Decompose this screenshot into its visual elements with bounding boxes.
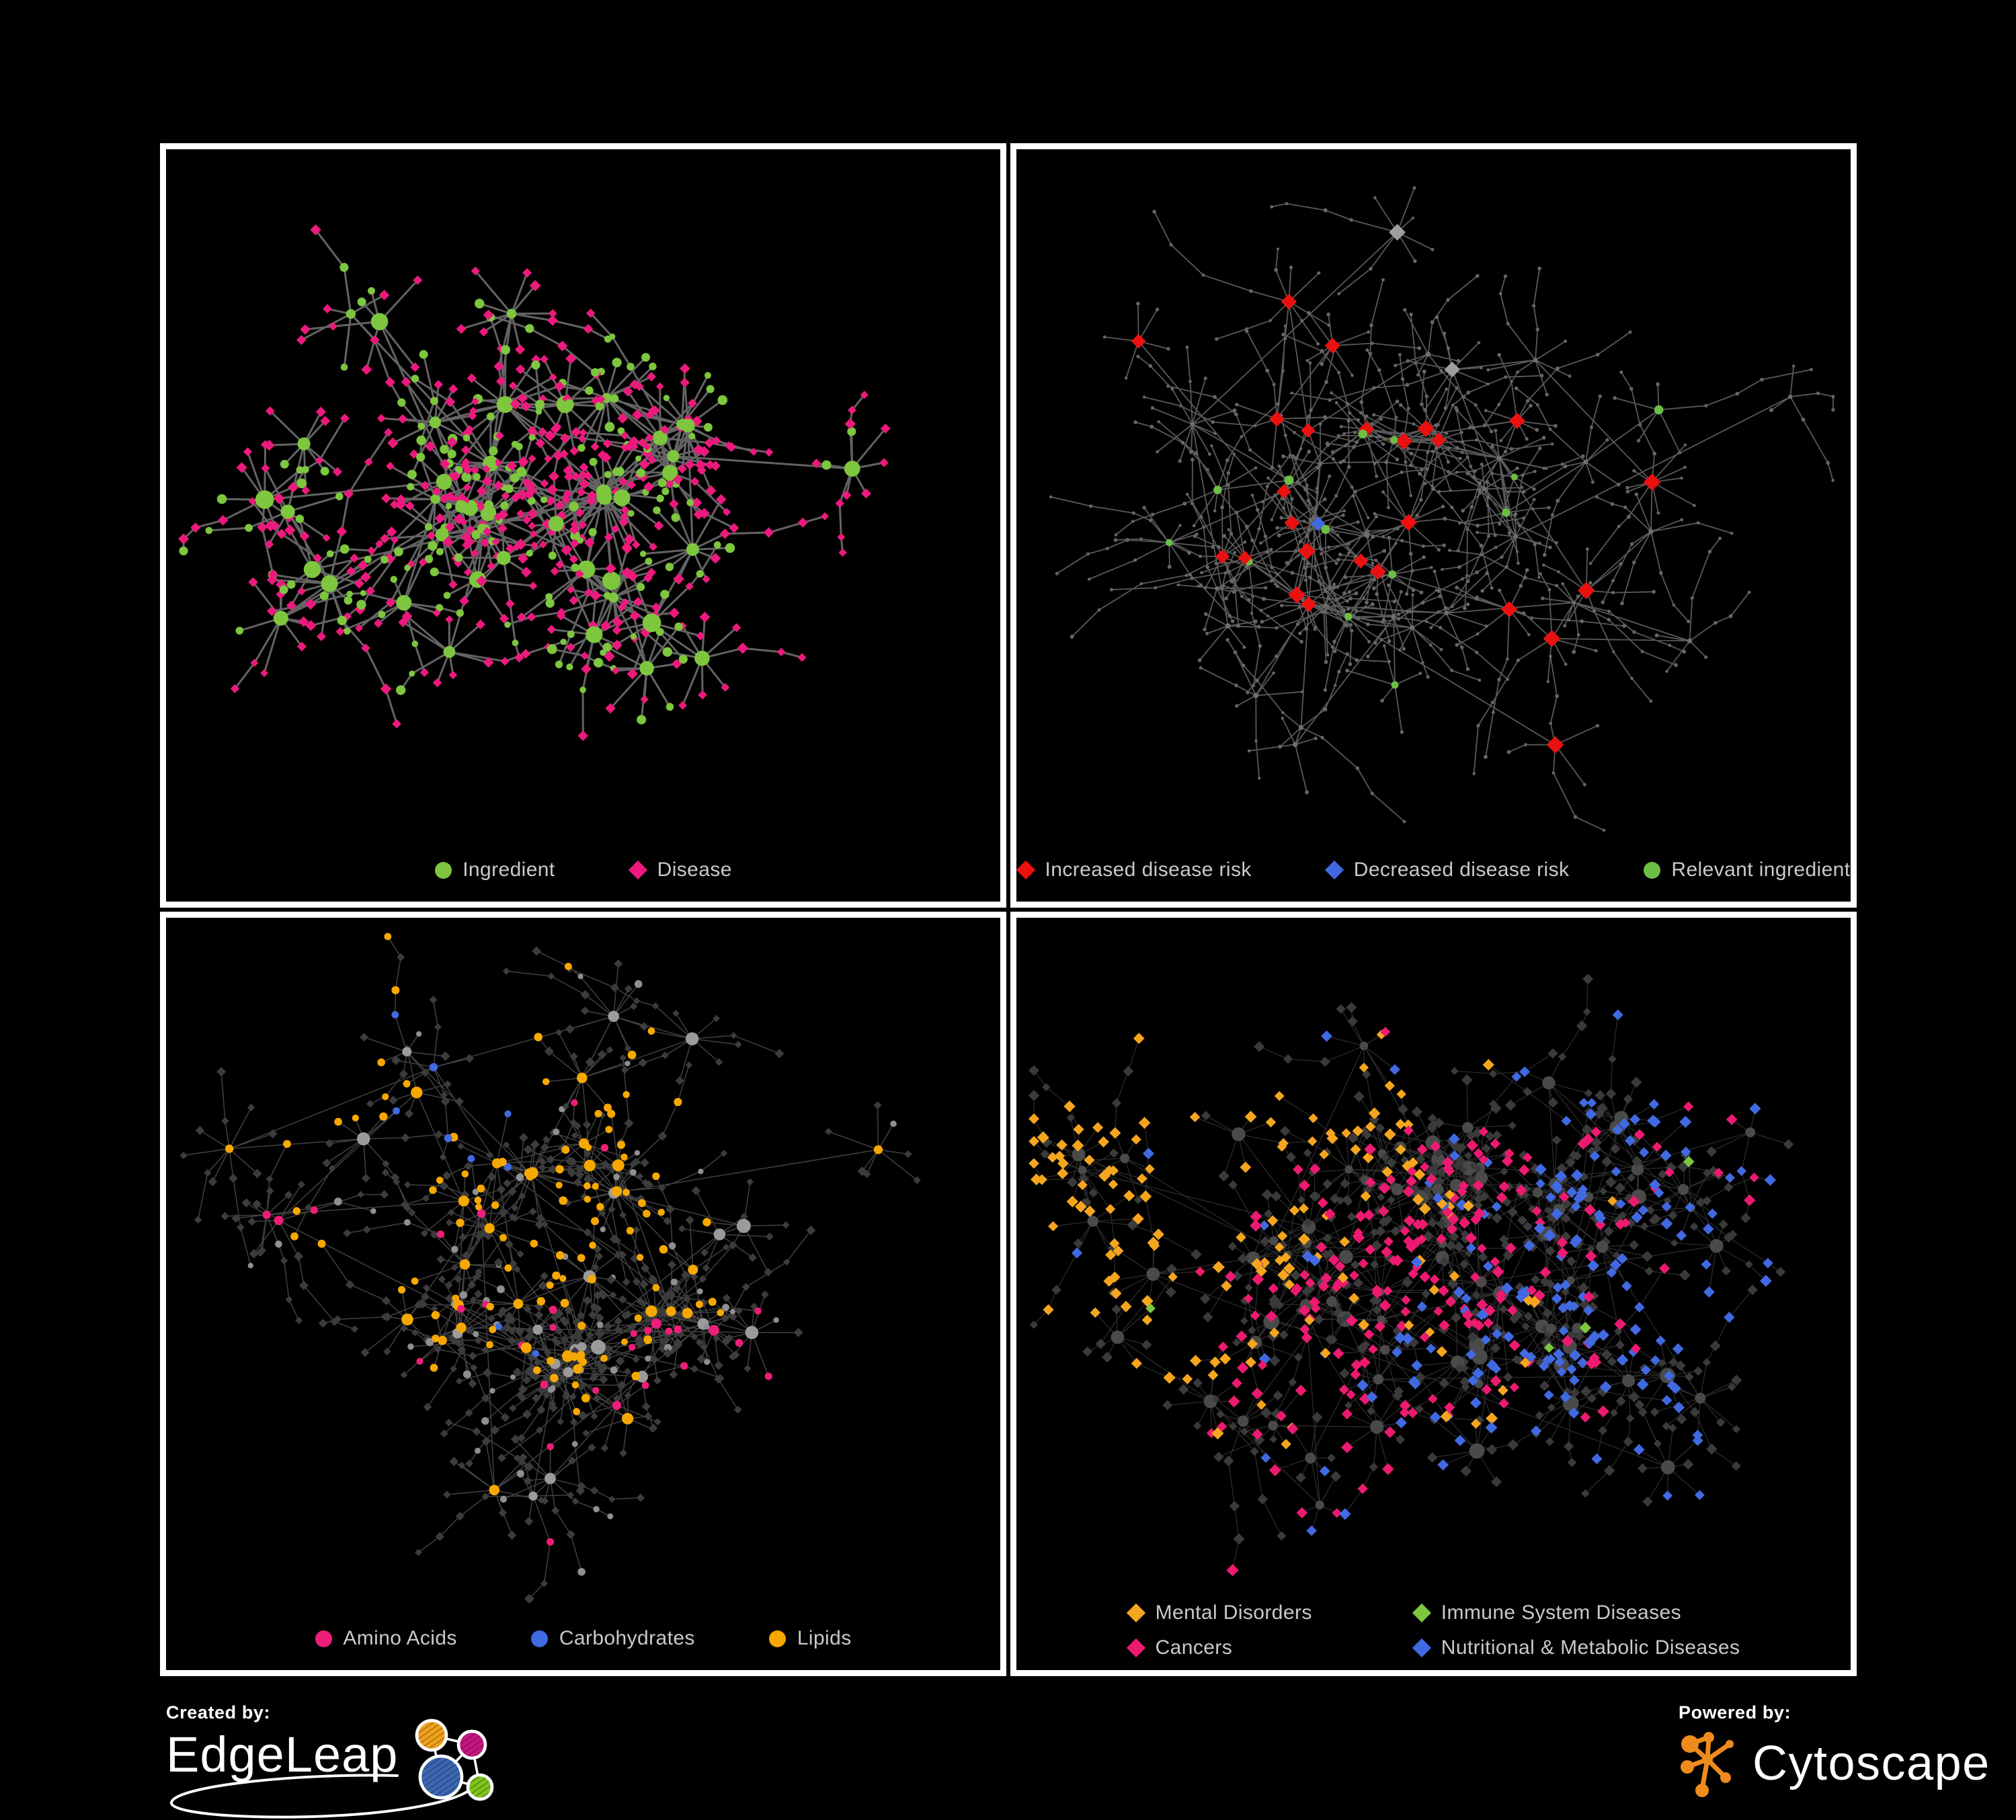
legend-label: Disease xyxy=(657,859,732,881)
graph-edges xyxy=(1050,188,1834,831)
circle-marker-icon xyxy=(531,1630,549,1647)
diamond-marker-shape xyxy=(1016,860,1035,880)
circle-marker-icon xyxy=(769,1630,787,1647)
legend-item-disease: Disease xyxy=(628,859,732,881)
diamond-marker-icon xyxy=(1412,1603,1431,1623)
legend-item-nutritional-metabolic-diseases: Nutritional & Metabolic Diseases xyxy=(1412,1636,1740,1659)
graph-edges xyxy=(182,229,887,736)
diamond-marker-shape xyxy=(1126,1603,1145,1623)
edgeleap-lockup: EdgeLeap xyxy=(166,1718,501,1819)
circle-marker-shape xyxy=(315,1630,332,1647)
legend-item-ingredient: Ingredient xyxy=(434,859,555,881)
legend-label: Lipids xyxy=(797,1627,852,1649)
legend-label: Immune System Diseases xyxy=(1441,1601,1681,1624)
legend-item-decreased-disease-risk: Decreased disease risk xyxy=(1324,859,1570,881)
edgeleap-wordmark: EdgeLeap xyxy=(166,1727,399,1782)
edgeleap-logo-icon xyxy=(415,1718,494,1801)
diamond-marker-shape xyxy=(1126,1638,1145,1658)
legend-item-amino-acids: Amino Acids xyxy=(315,1627,456,1650)
circle-marker-shape xyxy=(1643,861,1660,879)
network-graph-disease-risk xyxy=(1049,186,1835,832)
legend-nutrient-classes: Amino Acids Carbohydrates Lipids xyxy=(166,1627,1000,1650)
cytoscape-lockup: Cytoscape xyxy=(1679,1729,1990,1800)
legend-item-mental-disorders: Mental Disorders xyxy=(1126,1601,1312,1624)
legend-item-increased-disease-risk: Increased disease risk xyxy=(1016,859,1252,881)
circle-marker-shape xyxy=(769,1630,787,1647)
legend-label: Decreased disease risk xyxy=(1353,859,1570,881)
diamond-marker-shape xyxy=(1324,860,1344,880)
diamond-marker-shape xyxy=(628,860,647,880)
powered-by-block: Powered by: xyxy=(1679,1702,1990,1800)
legend-label: Cancers xyxy=(1155,1636,1233,1659)
legend-item-relevant-ingredient: Relevant ingredient xyxy=(1643,859,1850,881)
diamond-marker-icon xyxy=(1016,860,1035,880)
graph-nodes xyxy=(179,933,921,1604)
diamond-marker-icon xyxy=(1412,1638,1431,1658)
panel-nutrient-classes: Amino Acids Carbohydrates Lipids xyxy=(160,912,1006,1676)
diamond-marker-shape xyxy=(1412,1638,1431,1658)
cytoscape-wordmark: Cytoscape xyxy=(1752,1737,1990,1791)
legend-item-lipids: Lipids xyxy=(769,1627,852,1650)
legend-label: Nutritional & Metabolic Diseases xyxy=(1441,1636,1740,1659)
graph-edges xyxy=(183,936,918,1599)
circle-marker-icon xyxy=(434,861,452,879)
circle-marker-shape xyxy=(434,861,452,879)
cytoscape-logo-icon xyxy=(1681,1732,1734,1797)
legend-disease-categories: Mental Disorders Immune System Diseases Ca… xyxy=(1016,1601,1851,1659)
legend-item-carbohydrates: Carbohydrates xyxy=(531,1627,695,1650)
graph-nodes xyxy=(1028,974,1794,1577)
legend-label: Carbohydrates xyxy=(559,1627,695,1649)
legend-disease-risk: Increased disease risk Decreased disease … xyxy=(1016,859,1851,881)
legend-label: Ingredient xyxy=(462,859,555,881)
panel-disease-categories: Mental Disorders Immune System Diseases Ca… xyxy=(1010,912,1857,1676)
legend-item-cancers: Cancers xyxy=(1126,1636,1312,1659)
diamond-marker-icon xyxy=(1324,860,1344,880)
network-graph-nutrient-classes xyxy=(179,933,921,1604)
legend-label: Increased disease risk xyxy=(1045,859,1252,881)
legend-label: Relevant ingredient xyxy=(1671,859,1851,881)
legend-item-immune-system-diseases: Immune System Diseases xyxy=(1412,1601,1740,1624)
powered-by-label: Powered by: xyxy=(1679,1702,1791,1723)
panel-ingredient-disease: Ingredient Disease xyxy=(160,143,1006,908)
created-by-block: Created by: EdgeLeap xyxy=(166,1702,501,1819)
circle-marker-icon xyxy=(315,1630,332,1647)
panel-grid: Ingredient Disease Increased disease risk… xyxy=(160,143,1857,1676)
legend-label: Mental Disorders xyxy=(1155,1601,1312,1624)
diamond-marker-icon xyxy=(1126,1603,1145,1623)
created-by-label: Created by: xyxy=(166,1702,271,1723)
diamond-marker-shape xyxy=(1412,1603,1431,1623)
circle-marker-icon xyxy=(1643,861,1660,879)
diamond-marker-icon xyxy=(628,860,647,880)
legend-label: Amino Acids xyxy=(343,1627,457,1649)
network-graph-ingredient-disease xyxy=(177,224,891,742)
circle-marker-shape xyxy=(531,1630,549,1647)
diamond-marker-icon xyxy=(1126,1638,1145,1658)
network-graph-disease-categories xyxy=(1028,974,1794,1577)
panel-disease-risk: Increased disease risk Decreased disease … xyxy=(1010,143,1857,908)
legend-ingredient-disease: Ingredient Disease xyxy=(166,859,1000,881)
